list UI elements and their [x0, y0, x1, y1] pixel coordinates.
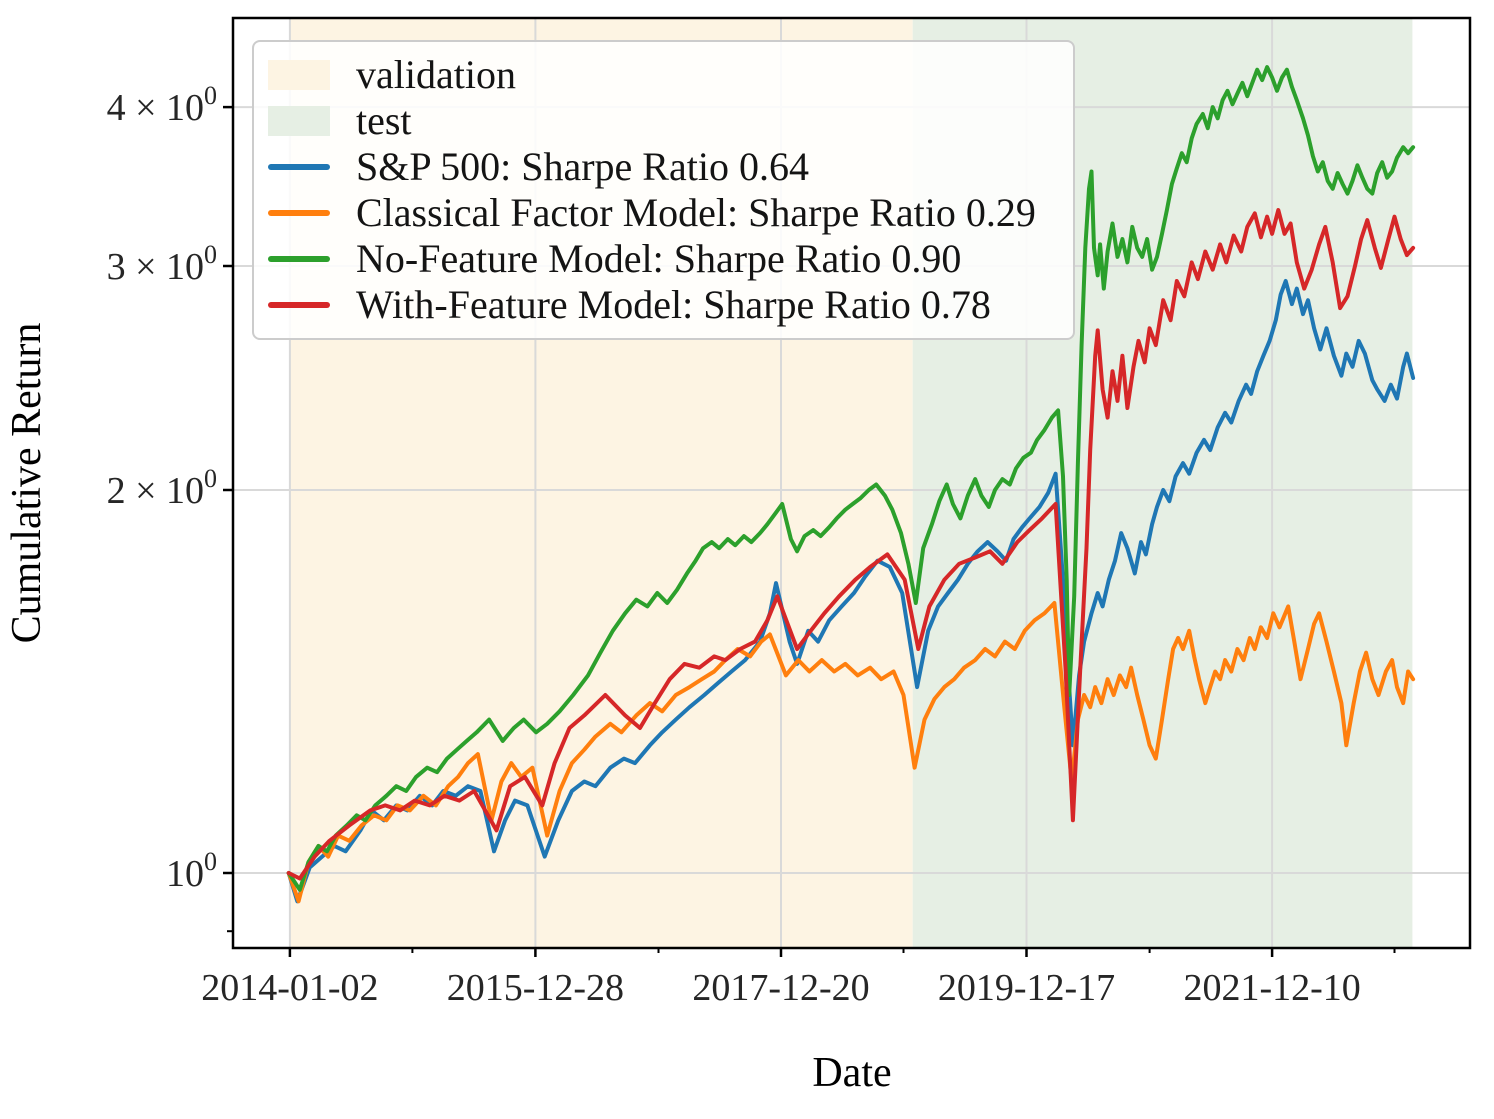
legend-swatch-wrap — [268, 106, 330, 136]
legend-line-swatch-no-feature-model — [268, 256, 330, 262]
series-line-sp500 — [286, 279, 1416, 904]
legend-label: test — [356, 98, 412, 143]
legend-item-sp500: S&P 500: Sharpe Ratio 0.64 — [268, 144, 1057, 190]
legend-item-test: test — [268, 98, 1057, 144]
x-tick-label: 2015-12-28 — [447, 967, 624, 1009]
legend-swatch-test — [268, 106, 330, 136]
legend-swatch-wrap — [268, 256, 330, 262]
series-group — [286, 65, 1416, 904]
y-tick-label: 4 × 100 — [107, 81, 217, 129]
legend-item-validation: validation — [268, 52, 1057, 98]
legend-item-no-feature-model: No-Feature Model: Sharpe Ratio 0.90 — [268, 236, 1057, 282]
legend-line-swatch-sp500 — [268, 164, 330, 170]
legend-label: Classical Factor Model: Sharpe Ratio 0.2… — [356, 190, 1036, 235]
legend-swatch-wrap — [268, 164, 330, 170]
legend-label: validation — [356, 52, 516, 97]
legend-label: S&P 500: Sharpe Ratio 0.64 — [356, 144, 809, 189]
axes-spines — [231, 16, 1472, 950]
legend-label: With-Feature Model: Sharpe Ratio 0.78 — [356, 282, 991, 327]
legend-swatch-wrap — [268, 60, 330, 90]
legend-item-with-feature-model: With-Feature Model: Sharpe Ratio 0.78 — [268, 282, 1057, 328]
legend: validation test S&P 500: Sharpe Ratio 0.64… — [252, 40, 1075, 340]
x-axis-title: Date — [812, 1050, 891, 1096]
y-axis-title: Cumulative Return — [4, 323, 50, 644]
legend-swatch-wrap — [268, 210, 330, 216]
series-line-with-feature-model — [286, 208, 1416, 881]
legend-line-swatch-with-feature-model — [268, 302, 330, 308]
series-line-no-feature-model — [286, 65, 1416, 892]
legend-line-swatch-classical-factor-model — [268, 210, 330, 216]
legend-swatch-wrap — [268, 302, 330, 308]
x-tick-label: 2017-12-20 — [692, 967, 869, 1009]
legend-item-classical-factor-model: Classical Factor Model: Sharpe Ratio 0.2… — [268, 190, 1057, 236]
y-tick-label: 3 × 100 — [107, 240, 217, 288]
legend-label: No-Feature Model: Sharpe Ratio 0.90 — [356, 236, 962, 281]
x-tick-label: 2021-12-10 — [1183, 967, 1360, 1009]
x-tick-label: 2019-12-17 — [938, 967, 1115, 1009]
y-tick-label: 2 × 100 — [107, 464, 217, 512]
x-tick-label: 2014-01-02 — [201, 967, 378, 1009]
legend-swatch-validation — [268, 60, 330, 90]
